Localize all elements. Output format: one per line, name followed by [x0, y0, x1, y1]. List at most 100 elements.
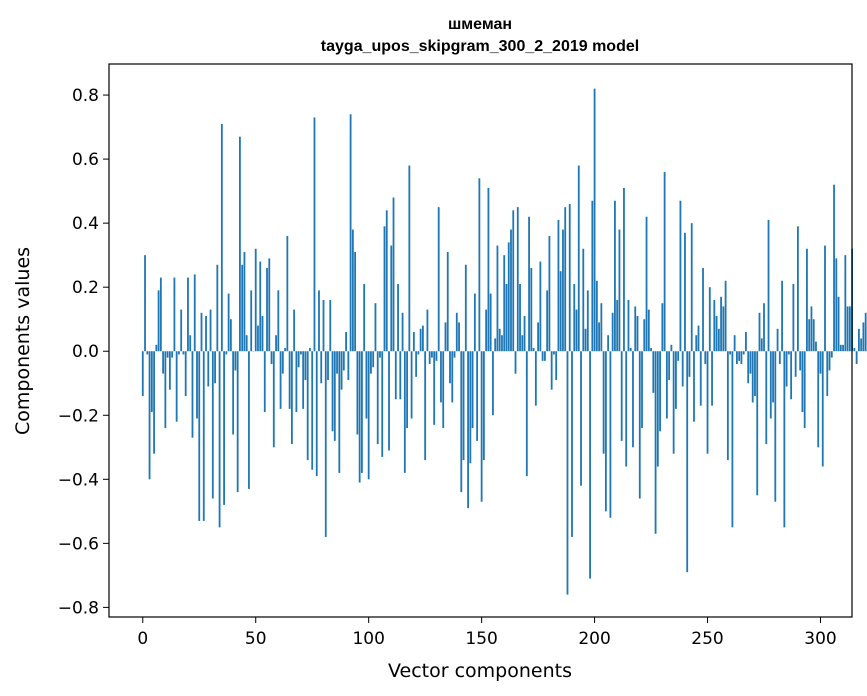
bar-component-30	[209, 309, 212, 352]
bar-component-272	[756, 351, 759, 496]
bar-component-46	[245, 335, 248, 352]
bar-component-54	[263, 351, 266, 413]
bar-component-121	[415, 351, 418, 377]
bar-component-255	[717, 328, 720, 352]
y-tick-label: −0.8	[58, 598, 99, 618]
bar-component-24	[196, 351, 198, 419]
x-tick-label: 0	[137, 629, 148, 649]
bar-component-40	[232, 351, 235, 435]
bar-component-112	[394, 351, 397, 400]
bar-component-113	[397, 283, 399, 352]
bar-component-97	[361, 351, 363, 473]
bar-component-83	[329, 299, 332, 352]
bar-component-11	[166, 351, 169, 358]
bar-component-201	[595, 280, 598, 352]
bar-component-297	[812, 319, 815, 352]
bar-component-140	[458, 322, 460, 352]
y-tick-label: −0.4	[58, 470, 99, 490]
x-tick-label: 50	[245, 629, 267, 649]
bar-component-108	[385, 210, 388, 352]
bar-component-146	[471, 351, 474, 429]
bar-component-42	[236, 351, 239, 493]
bar-component-298	[815, 341, 817, 352]
bar-component-191	[573, 283, 576, 352]
bar-component-72	[304, 351, 307, 381]
bar-component-77	[315, 351, 318, 477]
bar-component-208	[611, 312, 614, 352]
bar-component-192	[575, 309, 578, 352]
bar-component-125	[424, 351, 427, 461]
bar-component-226	[652, 351, 655, 393]
bar-component-18	[182, 351, 185, 355]
bar-component-209	[614, 200, 616, 352]
bar-component-193	[577, 165, 580, 352]
bar-component-29	[207, 351, 210, 387]
bar-component-45	[243, 251, 246, 352]
y-tick-label: 0.2	[72, 278, 99, 298]
bar-component-312	[846, 306, 849, 352]
x-tick-label: 150	[465, 629, 497, 649]
chart-title: шмеман	[448, 16, 512, 33]
bar-component-98	[363, 283, 366, 352]
bar-component-233	[668, 351, 671, 381]
bar-component-275	[763, 303, 765, 352]
bar-component-223	[645, 216, 648, 352]
bar-component-302	[824, 245, 826, 352]
bar-component-144	[467, 351, 469, 509]
bar-component-153	[487, 187, 490, 352]
bar-component-36	[223, 351, 225, 505]
y-axis-ticks: −0.8 −0.6 −0.4 −0.2 0.0 0.2 0.4 0.6 0.8	[58, 86, 109, 618]
bar-component-26	[200, 312, 203, 352]
bar-component-94	[354, 251, 357, 352]
x-axis-ticks: 0 50 100 150 200 250 300	[137, 617, 837, 649]
bar-component-124	[421, 325, 424, 352]
bar-component-6	[155, 344, 158, 352]
bar-component-51	[257, 325, 259, 352]
bar-component-75	[311, 351, 314, 470]
bar-component-41	[234, 351, 237, 371]
bar-component-50	[254, 248, 257, 352]
bar-component-89	[342, 351, 345, 371]
bar-component-168	[521, 335, 524, 352]
bar-component-224	[647, 309, 650, 352]
bar-component-114	[399, 351, 402, 400]
bar-component-237	[677, 351, 680, 361]
bar-component-269	[749, 351, 752, 374]
bar-component-93	[351, 229, 354, 352]
bar-component-266	[742, 351, 745, 355]
bar-component-95	[356, 351, 359, 435]
bar-component-31	[211, 351, 214, 499]
bar-component-198	[589, 351, 591, 579]
bar-series	[141, 88, 867, 595]
bar-component-150	[480, 351, 483, 502]
bar-component-88	[340, 351, 343, 390]
bar-component-59	[275, 335, 277, 352]
bar-component-285	[785, 351, 788, 387]
bar-component-160	[503, 255, 506, 352]
bar-component-65	[288, 351, 291, 409]
bar-component-174	[534, 351, 537, 406]
bar-component-16	[178, 351, 180, 355]
bar-component-216	[629, 348, 632, 352]
x-tick-label: 250	[691, 629, 723, 649]
bar-component-256	[720, 296, 722, 352]
y-tick-label: 0.6	[72, 150, 99, 170]
y-tick-label: 0.0	[72, 342, 99, 362]
bar-component-317	[857, 328, 860, 352]
bar-component-213	[623, 187, 625, 352]
bar-component-163	[510, 229, 512, 352]
bar-component-288	[792, 283, 795, 352]
bar-component-283	[781, 280, 783, 352]
bar-component-225	[650, 348, 652, 352]
bar-component-214	[625, 351, 628, 467]
bar-component-182	[553, 351, 555, 355]
bar-component-243	[690, 223, 693, 352]
bar-component-262	[733, 335, 736, 352]
chart-subtitle: tayga_upos_skipgram_300_2_2019 model	[321, 38, 639, 55]
bar-component-222	[643, 319, 646, 352]
bar-component-263	[736, 351, 738, 365]
bar-component-82	[327, 351, 329, 381]
bar-component-13	[171, 351, 174, 358]
bar-component-282	[778, 351, 781, 365]
